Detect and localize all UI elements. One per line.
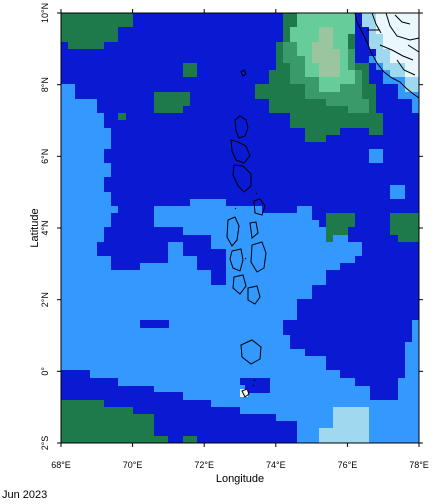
date-caption: Jun 2023 [2, 489, 48, 501]
map-figure: 68°E 70°E 72°E 74°E 76°E 78°E 2°S 0° 2°N 4°N 6°N 8… [29, 3, 429, 485]
atoll-white-cell [240, 389, 248, 397]
y-tick-label: 6°N [40, 149, 50, 164]
x-axis-label: Longitude [216, 473, 264, 485]
india-state-borders [367, 12, 420, 76]
shelf-light-blue [369, 56, 419, 113]
green-patch [183, 63, 197, 77]
green-patch-mid [154, 92, 190, 113]
maldives-atoll-2 [234, 115, 249, 139]
maldives-atoll-13 [241, 388, 250, 398]
green-patch-sw [61, 400, 168, 443]
maldives-atoll-10 [232, 274, 247, 295]
y-tick-label: 0° [40, 367, 50, 376]
x-tick-label: 68°E [51, 460, 71, 470]
maldives-atoll-7 [249, 221, 259, 239]
map-canvas: 68°E 70°E 72°E 74°E 76°E 78°E 2°S 0° 2°N 4°N 6°N 8… [29, 3, 429, 485]
green-patch [118, 113, 126, 120]
maldives-atoll-12 [240, 339, 262, 365]
y-axis: 2°S 0° 2°N 4°N 6°N 8°N 10°N [40, 3, 423, 450]
maldives-atoll-9 [250, 241, 267, 273]
x-tick-label: 74°E [266, 460, 286, 470]
coastline-outlines [226, 12, 420, 398]
deep-blue-patch [140, 320, 169, 328]
x-tick-label: 76°E [338, 460, 358, 470]
maldives-atoll-6 [226, 216, 240, 247]
y-tick-label: 2°N [40, 292, 50, 307]
green-patch [183, 436, 197, 443]
green-patch-nw [61, 13, 133, 49]
green-patch-east [326, 213, 355, 242]
maldives-atoll-8 [229, 248, 244, 272]
maldives-atoll-4 [232, 164, 252, 193]
maldives-atoll-1 [240, 69, 247, 77]
maldives-atoll-5 [253, 198, 266, 216]
green-patch-far-east [390, 213, 419, 242]
maldives-islet-marks [234, 192, 258, 387]
y-tick-label: 2°S [40, 436, 50, 451]
x-tick-label: 78°E [409, 460, 429, 470]
x-axis: 68°E 70°E 72°E 74°E 76°E 78°E [51, 9, 429, 470]
y-axis-label: Latitude [29, 208, 41, 247]
maldives-atoll-11 [247, 285, 261, 305]
y-tick-label: 10°N [40, 3, 50, 23]
x-tick-label: 70°E [123, 460, 143, 470]
coastal-white-land [376, 13, 419, 77]
shallow-cyan-patch [319, 407, 369, 443]
pale-green-peak [312, 27, 340, 77]
maldives-atoll-3 [230, 139, 251, 164]
y-tick-label: 8°N [40, 77, 50, 92]
deep-blue-tongue [97, 213, 226, 285]
raster-map [61, 13, 419, 443]
x-tick-label: 72°E [194, 460, 214, 470]
india-coastline [354, 12, 420, 99]
y-tick-label: 4°N [40, 220, 50, 235]
